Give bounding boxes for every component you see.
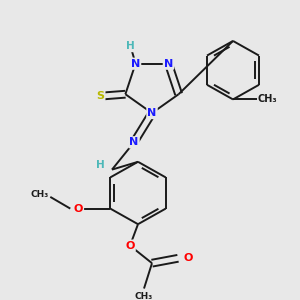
Text: CH₃: CH₃ bbox=[30, 190, 48, 200]
Text: O: O bbox=[183, 253, 192, 263]
Text: H: H bbox=[126, 41, 135, 51]
Text: N: N bbox=[147, 108, 157, 118]
Text: CH₃: CH₃ bbox=[135, 292, 153, 300]
Text: O: O bbox=[125, 241, 135, 250]
Text: H: H bbox=[96, 160, 104, 170]
Text: N: N bbox=[164, 59, 173, 69]
Text: O: O bbox=[74, 204, 83, 214]
Text: N: N bbox=[131, 59, 140, 69]
Text: CH₃: CH₃ bbox=[258, 94, 278, 104]
Text: S: S bbox=[96, 91, 104, 101]
Text: N: N bbox=[129, 137, 139, 147]
